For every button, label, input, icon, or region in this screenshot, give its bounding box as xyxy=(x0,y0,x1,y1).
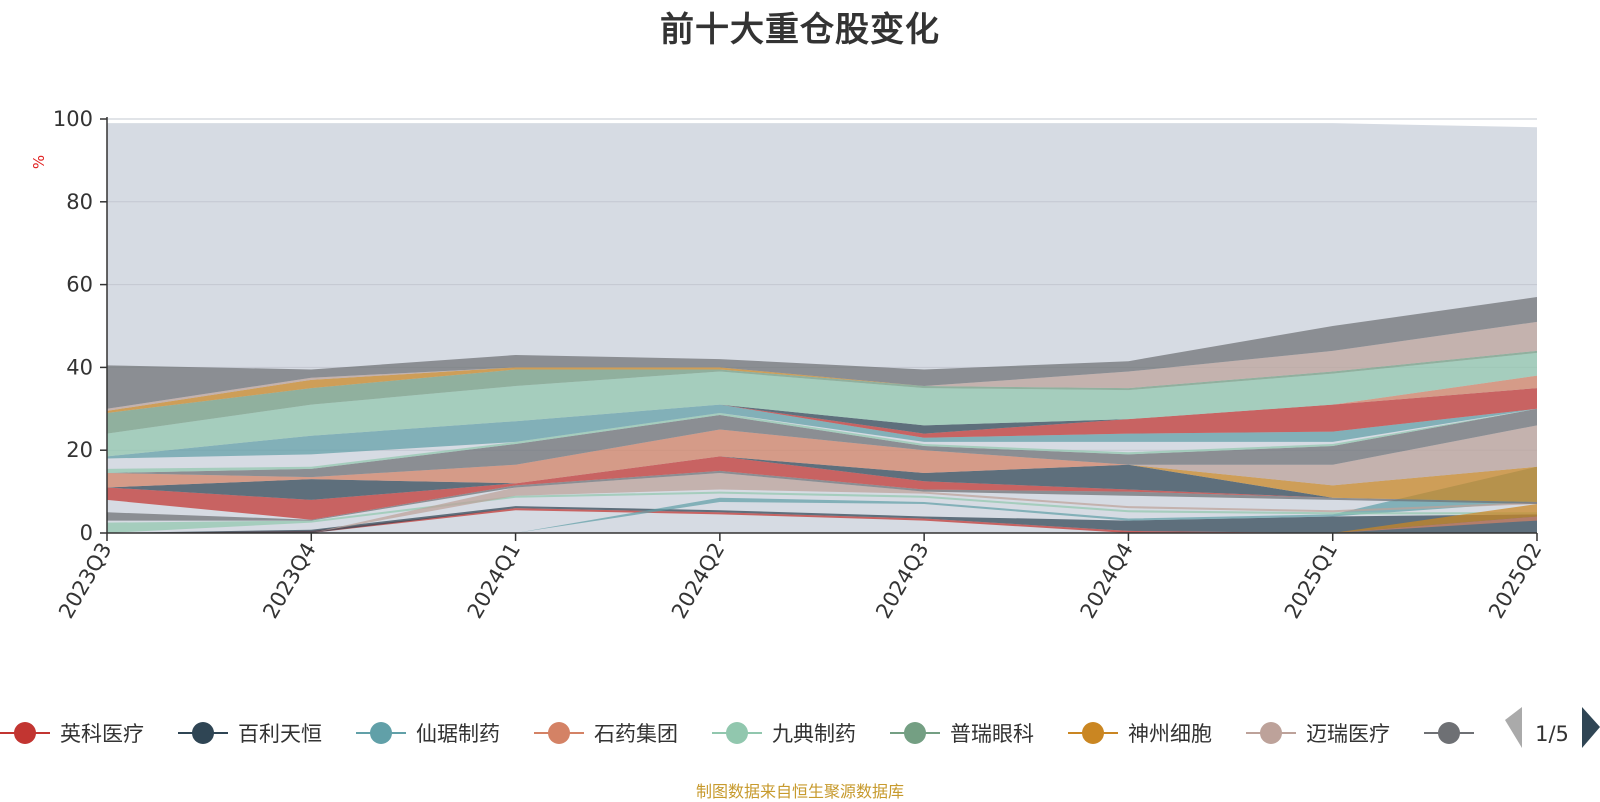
legend-item[interactable]: 百利天恒 xyxy=(178,722,322,746)
series-area-23 xyxy=(107,321,1537,411)
x-tick-label: 2024Q3 xyxy=(871,539,933,623)
series-area-10 xyxy=(107,456,1537,502)
legend-item[interactable]: 迈瑞医疗 xyxy=(1246,722,1390,746)
legend-marker xyxy=(14,722,36,744)
y-tick-label: 40 xyxy=(66,355,93,379)
legend: 英科医疗 百利天恒 仙琚制药 石药集团 九典制药 普瑞眼科 神州细胞 迈瑞医疗 xyxy=(0,722,1474,746)
legend-label: 迈瑞医疗 xyxy=(1306,722,1390,746)
series-area-16 xyxy=(107,404,1537,459)
legend-label: 百利天恒 xyxy=(238,722,322,746)
y-axis-label: % xyxy=(30,155,48,169)
legend-page-indicator: 1/5 xyxy=(1535,722,1569,746)
legend-pager: 1/5 xyxy=(1505,707,1600,748)
legend-label: 神州细胞 xyxy=(1128,722,1212,746)
x-tick-label: 2025Q2 xyxy=(1484,539,1546,623)
legend-marker xyxy=(1438,722,1460,744)
legend-marker xyxy=(1260,722,1282,744)
legend-label: 英科医疗 xyxy=(60,722,144,746)
series-area-8 xyxy=(107,470,1537,521)
y-tick-label: 60 xyxy=(66,273,93,297)
x-tick-label: 2024Q4 xyxy=(1075,539,1137,623)
series-area-24 xyxy=(107,297,1537,409)
legend-label: 仙琚制药 xyxy=(416,722,500,746)
series-area-12 xyxy=(107,429,1537,502)
y-tick-label: 20 xyxy=(66,438,93,462)
x-tick-label: 2023Q4 xyxy=(258,539,320,623)
series-area-7 xyxy=(107,472,1537,533)
legend-next-icon[interactable] xyxy=(1582,707,1600,748)
series-area-13 xyxy=(107,425,1537,486)
legend-item[interactable]: 普瑞眼科 xyxy=(890,722,1034,746)
legend-marker xyxy=(192,722,214,744)
legend-label: 普瑞眼科 xyxy=(950,722,1034,746)
legend-label: 石药集团 xyxy=(594,722,678,746)
legend-item[interactable]: 仙琚制药 xyxy=(356,722,500,746)
series-areas xyxy=(107,297,1537,533)
legend-marker xyxy=(548,722,570,744)
legend-marker xyxy=(370,722,392,744)
series-area-1 xyxy=(107,506,1537,533)
x-tick-label: 2025Q1 xyxy=(1280,539,1342,623)
legend-item[interactable]: 石药集团 xyxy=(534,722,678,746)
x-tick-label: 2023Q3 xyxy=(54,539,116,623)
legend-label: 九典制药 xyxy=(772,722,856,746)
series-area-9 xyxy=(107,456,1537,520)
legend-item[interactable]: 英科医疗 xyxy=(0,722,144,746)
legend-marker xyxy=(1082,722,1104,744)
series-area-17 xyxy=(107,388,1537,457)
legend-item[interactable]: 神州细胞 xyxy=(1068,722,1212,746)
y-tick-label: 80 xyxy=(66,190,93,214)
series-area-11 xyxy=(107,429,1537,502)
legend-marker xyxy=(726,722,748,744)
x-tick-label: 2024Q1 xyxy=(463,539,525,623)
series-area-14 xyxy=(107,408,1537,478)
legend-prev-icon[interactable] xyxy=(1505,707,1522,748)
x-tick-label: 2024Q2 xyxy=(667,539,729,623)
data-source-note: 制图数据来自恒生聚源数据库 xyxy=(695,782,904,801)
legend-item[interactable]: 九典制药 xyxy=(712,722,856,746)
series-area-2 xyxy=(107,466,1537,533)
legend-marker xyxy=(904,722,926,744)
legend-item[interactable] xyxy=(1424,722,1474,744)
y-tick-label: 100 xyxy=(53,107,93,131)
y-tick-label: 0 xyxy=(80,521,93,545)
series-area-21 xyxy=(107,350,1537,434)
chart-title: 前十大重仓股变化 xyxy=(660,10,940,50)
series-area-20 xyxy=(107,352,1537,457)
